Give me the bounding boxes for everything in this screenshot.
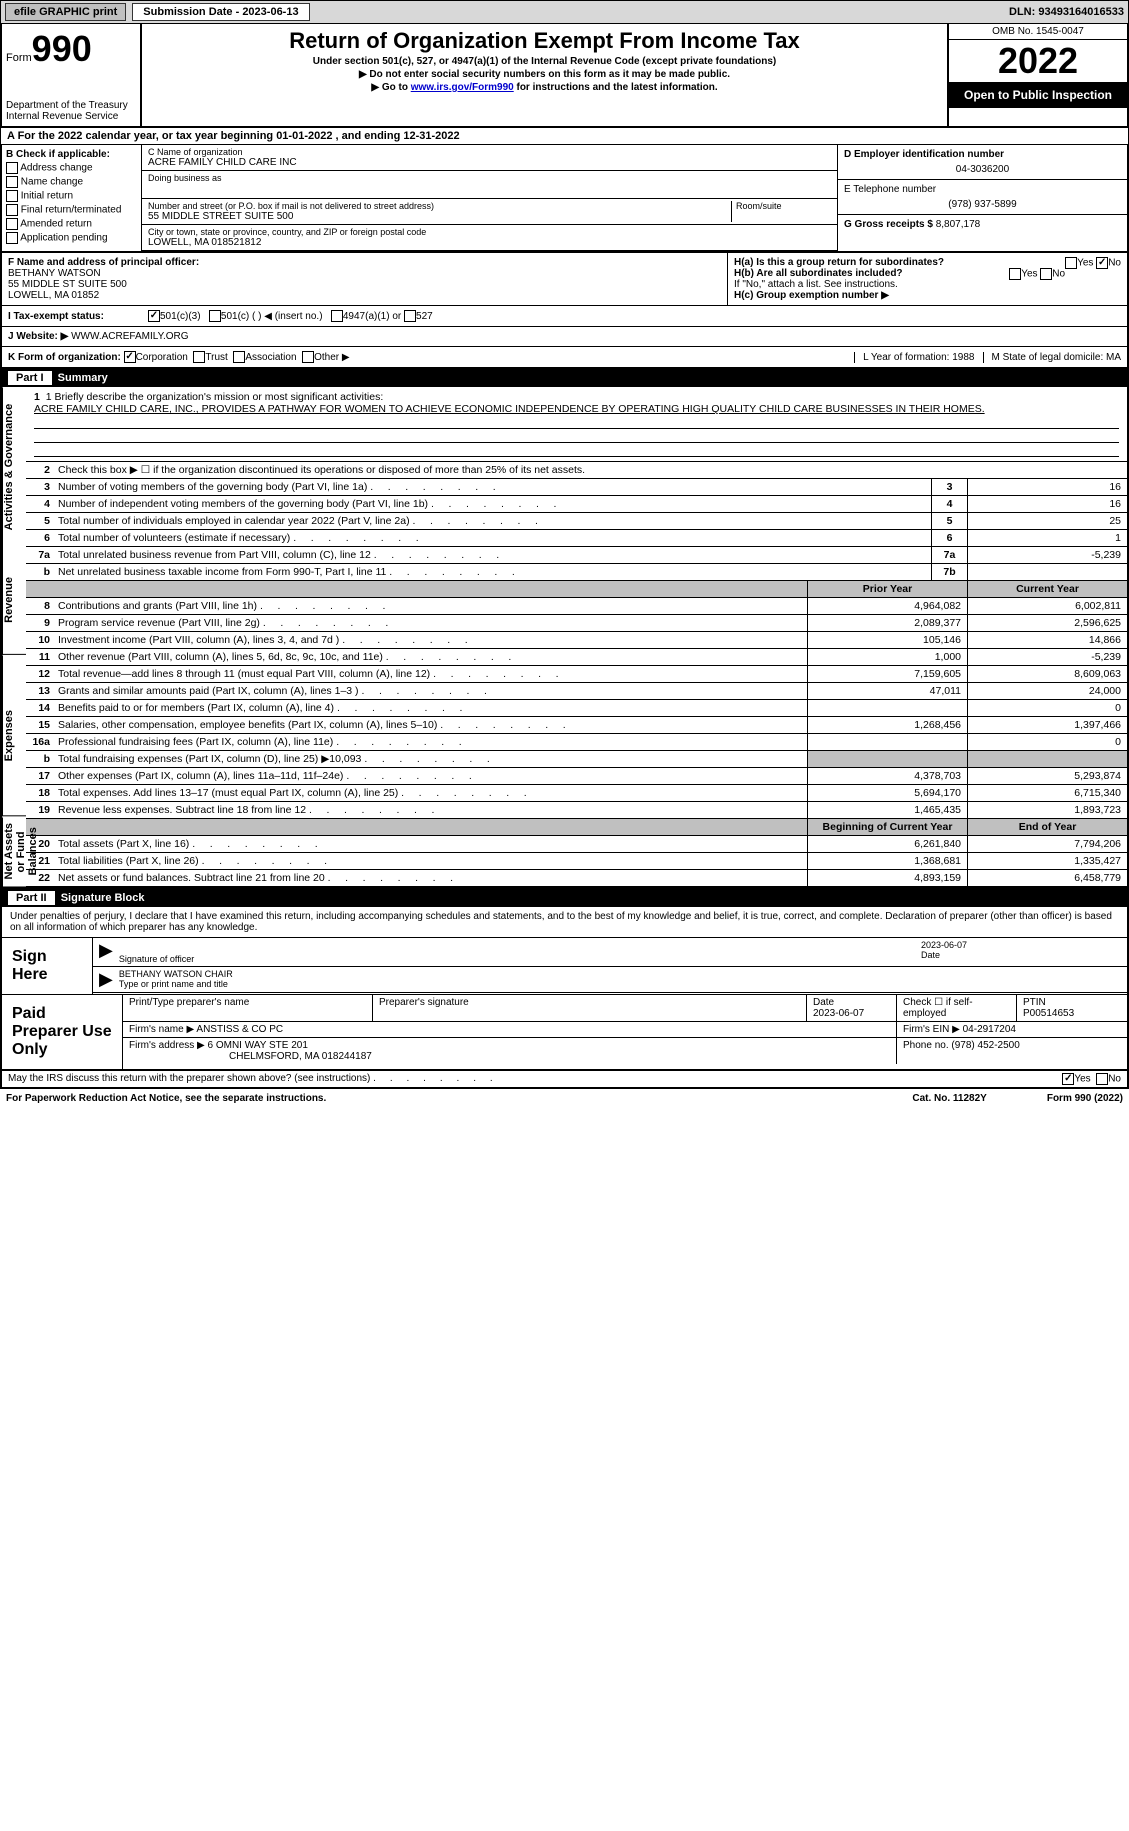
summary-row: 8Contributions and grants (Part VIII, li…: [26, 598, 1127, 615]
summary-row: 12Total revenue—add lines 8 through 11 (…: [26, 666, 1127, 683]
summary-section: Activities & Governance Revenue Expenses…: [0, 387, 1129, 889]
sign-here-label: Sign Here: [2, 938, 92, 994]
summary-row: bNet unrelated business taxable income f…: [26, 564, 1127, 581]
tax-year: 2022: [949, 40, 1127, 82]
summary-row: 22Net assets or fund balances. Subtract …: [26, 870, 1127, 887]
firm-ein: 04-2917204: [963, 1024, 1016, 1035]
website-value: WWW.ACREFAMILY.ORG: [71, 331, 188, 342]
summary-row: 5Total number of individuals employed in…: [26, 513, 1127, 530]
sig-declaration: Under penalties of perjury, I declare th…: [2, 907, 1127, 938]
mission-block: 1 1 Briefly describe the organization's …: [26, 387, 1127, 462]
summary-row: 3Number of voting members of the governi…: [26, 479, 1127, 496]
open-inspection: Open to Public Inspection: [949, 82, 1127, 108]
summary-row: 9Program service revenue (Part VIII, lin…: [26, 615, 1127, 632]
page-footer: For Paperwork Reduction Act Notice, see …: [0, 1089, 1129, 1108]
summary-row: 10Investment income (Part VIII, column (…: [26, 632, 1127, 649]
col-c: C Name of organizationACRE FAMILY CHILD …: [142, 145, 837, 251]
row-fh: F Name and address of principal officer:…: [0, 253, 1129, 306]
summary-row: 6Total number of volunteers (estimate if…: [26, 530, 1127, 547]
website-row: J Website: ▶ WWW.ACREFAMILY.ORG: [0, 327, 1129, 347]
paid-preparer-label: Paid Preparer Use Only: [2, 995, 122, 1069]
org-city: LOWELL, MA 018521812: [148, 237, 831, 248]
summary-row: 4Number of independent voting members of…: [26, 496, 1127, 513]
subtitle-2: ▶ Do not enter social security numbers o…: [146, 69, 943, 80]
year-formation: L Year of formation: 1988: [854, 352, 974, 363]
state-domicile: M State of legal domicile: MA: [983, 352, 1122, 363]
ptin: P00514653: [1023, 1008, 1121, 1019]
col-de: D Employer identification number04-30362…: [837, 145, 1127, 251]
irs-link[interactable]: www.irs.gov/Form990: [411, 82, 514, 93]
col-b: B Check if applicable: Address change Na…: [2, 145, 142, 251]
subtitle-1: Under section 501(c), 527, or 4947(a)(1)…: [146, 56, 943, 67]
entity-block: B Check if applicable: Address change Na…: [0, 145, 1129, 253]
org-name: ACRE FAMILY CHILD CARE INC: [148, 157, 831, 168]
form-title: Return of Organization Exempt From Incom…: [146, 28, 943, 54]
side-rev: Revenue: [2, 547, 26, 655]
part1-header: Part I Summary: [0, 369, 1129, 387]
discuss-row: May the IRS discuss this return with the…: [0, 1071, 1129, 1089]
501c3-checkbox[interactable]: [148, 310, 160, 322]
summary-row: bTotal fundraising expenses (Part IX, co…: [26, 751, 1127, 768]
summary-row: 14Benefits paid to or for members (Part …: [26, 700, 1127, 717]
row-a: A For the 2022 calendar year, or tax yea…: [0, 128, 1129, 145]
summary-row: 17Other expenses (Part IX, column (A), l…: [26, 768, 1127, 785]
form-word: Form: [6, 52, 32, 64]
submission-date: Submission Date - 2023-06-13: [132, 3, 309, 21]
summary-row: 16aProfessional fundraising fees (Part I…: [26, 734, 1127, 751]
side-exp: Expenses: [2, 655, 26, 816]
mission-text: ACRE FAMILY CHILD CARE, INC., PROVIDES A…: [34, 403, 1119, 415]
dln: DLN: 93493164016533: [1009, 6, 1124, 18]
side-ag: Activities & Governance: [2, 387, 26, 547]
top-bar: efile GRAPHIC print Submission Date - 20…: [0, 0, 1129, 24]
summary-row: 7aTotal unrelated business revenue from …: [26, 547, 1127, 564]
firm-name: ANSTISS & CO PC: [196, 1024, 283, 1035]
form-header: Form990 Department of the Treasury Inter…: [0, 24, 1129, 128]
k-org-row: K Form of organization: Corporation Trus…: [0, 347, 1129, 369]
part2-header: Part II Signature Block: [0, 889, 1129, 907]
org-street: 55 MIDDLE STREET SUITE 500: [148, 211, 731, 222]
summary-row: 20Total assets (Part X, line 16)6,261,84…: [26, 836, 1127, 853]
discuss-no[interactable]: [1096, 1073, 1108, 1085]
summary-row: 11Other revenue (Part VIII, column (A), …: [26, 649, 1127, 666]
omb-number: OMB No. 1545-0047: [949, 24, 1127, 40]
summary-row: 19Revenue less expenses. Subtract line 1…: [26, 802, 1127, 819]
officer-name: BETHANY WATSON: [8, 268, 721, 279]
summary-row: 13Grants and similar amounts paid (Part …: [26, 683, 1127, 700]
discuss-yes[interactable]: [1062, 1073, 1074, 1085]
tax-status-row: I Tax-exempt status: 501(c)(3) 501(c) ( …: [0, 306, 1129, 327]
form-number: 990: [32, 28, 92, 69]
officer-sig-name: BETHANY WATSON CHAIR: [119, 969, 1121, 979]
summary-row: 18Total expenses. Add lines 13–17 (must …: [26, 785, 1127, 802]
summary-row: 15Salaries, other compensation, employee…: [26, 717, 1127, 734]
firm-phone: (978) 452-2500: [951, 1040, 1019, 1051]
gross-receipts: 8,807,178: [936, 219, 981, 230]
phone: (978) 937-5899: [844, 199, 1121, 210]
dept-label: Department of the Treasury Internal Reve…: [6, 100, 136, 122]
signature-block: Under penalties of perjury, I declare th…: [0, 907, 1129, 1071]
subtitle-3: ▶ Go to www.irs.gov/Form990 for instruct…: [146, 82, 943, 93]
efile-print-button[interactable]: efile GRAPHIC print: [5, 3, 126, 21]
side-net: Net Assets or Fund Balances: [2, 817, 26, 887]
ein: 04-3036200: [844, 164, 1121, 175]
summary-row: 21Total liabilities (Part X, line 26)1,3…: [26, 853, 1127, 870]
